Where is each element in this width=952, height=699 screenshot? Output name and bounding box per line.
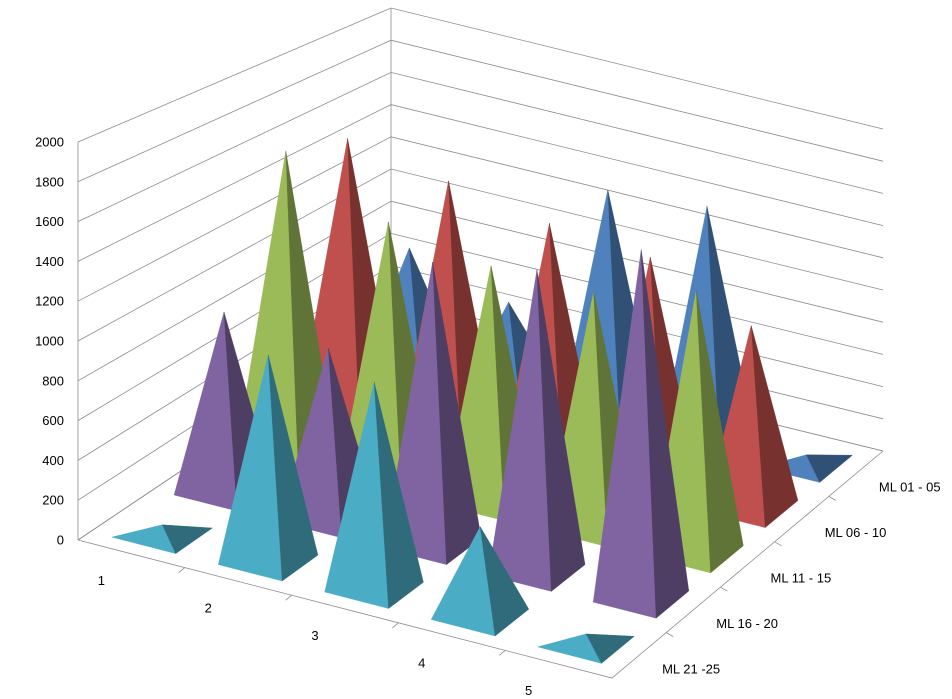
category-tick: [498, 650, 506, 656]
pyramid-face-side: [374, 382, 424, 609]
z-tick-label: 600: [42, 413, 64, 428]
z-tick-label: 200: [42, 493, 64, 508]
pyramid-mark: [218, 354, 319, 582]
category-tick-label: 3: [311, 628, 318, 643]
series-axis: ML 01 - 05 ML 06 - 10 ML 11 - 15 ML 16 - 20…: [662, 480, 940, 677]
floor-front-edges: [77, 450, 884, 679]
series-tick-label: ML 16 - 20: [716, 616, 778, 631]
z-tick-label: 400: [42, 453, 64, 468]
z-tick-label: 1400: [35, 254, 64, 269]
pyramid-mark: [537, 633, 635, 664]
category-tick-label: 5: [525, 683, 532, 698]
category-tick: [392, 622, 399, 629]
pyramid-face-side: [162, 524, 213, 554]
pyramid-face-side: [696, 290, 744, 574]
pyramid-face-side: [751, 325, 799, 528]
series-tick: [828, 496, 836, 501]
category-axis: 1 2 3 4 5: [98, 567, 532, 698]
pyramid-face-side: [641, 249, 689, 619]
gridline: [77, 39, 884, 183]
category-tick: [285, 594, 292, 601]
z-tick-label: 0: [57, 533, 64, 548]
pyramid-face-side: [536, 269, 586, 592]
series-tick-label: ML 21 -25: [662, 661, 720, 676]
pyramid-face-side: [480, 526, 529, 637]
series-tick: [666, 632, 674, 637]
z-tick-label: 2000: [35, 135, 64, 150]
pyramid-mark: [593, 249, 689, 619]
pyramid-face-side: [806, 454, 853, 483]
category-tick-label: 2: [205, 600, 212, 615]
z-tick-label: 1800: [35, 174, 64, 189]
pyramid-mark: [111, 524, 213, 554]
value-axis: 0 200 400 600 800 1000 1200 1400 1600 1800 2000: [35, 135, 64, 548]
category-tick-label: 1: [98, 573, 105, 588]
series-tick-label: ML 01 - 05: [879, 480, 941, 495]
series-tick: [720, 586, 728, 592]
z-tick-label: 1200: [35, 294, 64, 309]
category-tick: [178, 567, 186, 573]
z-tick-label: 1600: [35, 214, 64, 229]
series-tick: [774, 541, 782, 547]
z-tick-label: 800: [42, 373, 64, 388]
series-tick-label: ML 06 - 10: [825, 525, 887, 540]
pyramid-marks: [111, 138, 853, 664]
pyramid-mark: [324, 382, 424, 609]
gridline: [77, 136, 884, 302]
pyramid-face-side: [585, 633, 635, 664]
pyramid-mark: [488, 269, 586, 592]
pyramid-face-side: [268, 354, 319, 582]
pyramid-mark: [431, 526, 529, 637]
pyramid-face-side: [432, 261, 482, 565]
gridline: [77, 71, 884, 222]
series-tick-label: ML 11 - 15: [771, 571, 832, 586]
gridline: [77, 7, 884, 143]
z-tick-label: 1000: [35, 334, 64, 349]
category-tick-label: 4: [418, 656, 425, 671]
